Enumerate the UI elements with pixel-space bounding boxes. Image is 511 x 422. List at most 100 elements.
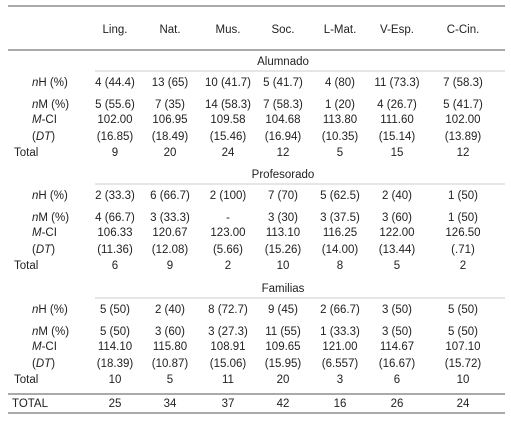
cell: (12.08) bbox=[152, 244, 189, 256]
row-label: nH (%) bbox=[32, 304, 68, 316]
cell: 1 (20) bbox=[325, 99, 355, 111]
row-label-part: M (%) bbox=[38, 99, 69, 111]
cell: 113.10 bbox=[266, 227, 300, 239]
row-label-part: H (%) bbox=[38, 190, 68, 202]
total-label: TOTAL bbox=[12, 398, 49, 410]
total-cell: 37 bbox=[222, 398, 235, 410]
cell: 2 (100) bbox=[210, 190, 247, 202]
cell: 114.10 bbox=[98, 341, 132, 353]
row-label: nM (%) bbox=[32, 99, 69, 111]
cell: 3 (50) bbox=[382, 304, 412, 316]
row-label-part: Total bbox=[14, 374, 38, 386]
cell: (15.06) bbox=[210, 358, 247, 370]
row-label-part: ) bbox=[51, 131, 55, 143]
cell: 2 (33.3) bbox=[95, 190, 135, 202]
cell: (16.94) bbox=[265, 131, 302, 143]
cell: 11 bbox=[222, 374, 234, 386]
cell: 2 (40) bbox=[155, 304, 185, 316]
cell: (18.49) bbox=[152, 131, 189, 143]
cell: 7 (58.3) bbox=[443, 77, 483, 89]
cell: 4 (66.7) bbox=[95, 212, 135, 224]
cell: 2 bbox=[460, 260, 466, 272]
cell: 114.67 bbox=[380, 341, 414, 353]
row-label-part: n bbox=[32, 212, 38, 224]
cell: 11 (55) bbox=[265, 326, 301, 338]
cell: 7 (58.3) bbox=[263, 99, 303, 111]
cell: 6 bbox=[394, 374, 400, 386]
row-label: (DT) bbox=[32, 131, 55, 143]
row-label-part: M bbox=[32, 341, 42, 353]
cell: 121.00 bbox=[322, 341, 357, 353]
cell: 6 (66.7) bbox=[150, 190, 190, 202]
column-header: V-Esp. bbox=[380, 24, 414, 36]
row-label-part: H (%) bbox=[38, 304, 68, 316]
row-label-part: Total bbox=[14, 147, 38, 159]
column-header: Soc. bbox=[271, 24, 294, 36]
cell: (18.39) bbox=[97, 358, 134, 370]
cell: 5 (50) bbox=[100, 326, 130, 338]
row-label: nM (%) bbox=[32, 212, 69, 224]
row-label-part: M (%) bbox=[38, 212, 69, 224]
cell: (15.14) bbox=[379, 131, 416, 143]
row-label-part: ) bbox=[51, 358, 55, 370]
cell: - bbox=[226, 212, 230, 224]
cell: (16.67) bbox=[379, 358, 416, 370]
row-label-part: n bbox=[32, 77, 38, 89]
cell: (10.87) bbox=[152, 358, 189, 370]
cell: 5 (50) bbox=[448, 304, 478, 316]
row-label: M-CI bbox=[32, 341, 57, 353]
cell: 5 (41.7) bbox=[443, 99, 483, 111]
row-label-part: H (%) bbox=[38, 77, 68, 89]
row-label-part: -CI bbox=[42, 227, 57, 239]
cell: 12 bbox=[457, 147, 470, 159]
row-label-part: M bbox=[32, 227, 42, 239]
cell: 5 (50) bbox=[100, 304, 130, 316]
row-label-part: ( bbox=[32, 358, 36, 370]
cell: 4 (26.7) bbox=[377, 99, 417, 111]
cell: 10 bbox=[277, 260, 290, 272]
cell: (5.66) bbox=[213, 244, 243, 256]
cell: 3 (60) bbox=[382, 212, 412, 224]
row-label: nH (%) bbox=[32, 190, 68, 202]
cell: 12 bbox=[277, 147, 290, 159]
cell: 5 (55.6) bbox=[95, 99, 135, 111]
cell: 3 (33.3) bbox=[150, 212, 190, 224]
total-cell: 42 bbox=[277, 398, 290, 410]
row-label-part: Total bbox=[14, 260, 38, 272]
cell: 108.91 bbox=[210, 341, 245, 353]
cell: 13 (65) bbox=[152, 77, 189, 89]
cell: 15 bbox=[391, 147, 404, 159]
section-title: Profesorado bbox=[252, 169, 315, 181]
total-cell: 16 bbox=[334, 398, 347, 410]
cell: 20 bbox=[164, 147, 177, 159]
cell: 6 bbox=[112, 260, 118, 272]
cell: 113.80 bbox=[323, 114, 357, 126]
cell: (6.557) bbox=[322, 358, 359, 370]
cell: 10 (41.7) bbox=[205, 77, 251, 89]
cell: (11.36) bbox=[97, 244, 133, 256]
section-title: Alumnado bbox=[257, 56, 309, 68]
cell: 24 bbox=[222, 147, 235, 159]
cell: 7 (70) bbox=[268, 190, 298, 202]
cell: 106.33 bbox=[97, 227, 132, 239]
row-label-part: -CI bbox=[42, 341, 57, 353]
row-label: Total bbox=[14, 374, 38, 386]
cell: 3 (50) bbox=[382, 326, 412, 338]
row-label-part: DT bbox=[36, 131, 52, 143]
cell: 123.00 bbox=[210, 227, 245, 239]
row-label-part: n bbox=[32, 190, 38, 202]
cell: 120.67 bbox=[152, 227, 187, 239]
cell: (13.89) bbox=[445, 131, 482, 143]
cell: 3 (30) bbox=[268, 212, 298, 224]
column-header: C-Cin. bbox=[447, 24, 480, 36]
cell: 5 bbox=[394, 260, 400, 272]
row-label-part: ( bbox=[32, 244, 36, 256]
cell: 4 (44.4) bbox=[95, 77, 135, 89]
cell: (15.46) bbox=[210, 131, 247, 143]
row-label-part: DT bbox=[36, 244, 52, 256]
cell: 2 bbox=[225, 260, 231, 272]
row-label: Total bbox=[14, 260, 38, 272]
cell: 1 (50) bbox=[448, 212, 478, 224]
